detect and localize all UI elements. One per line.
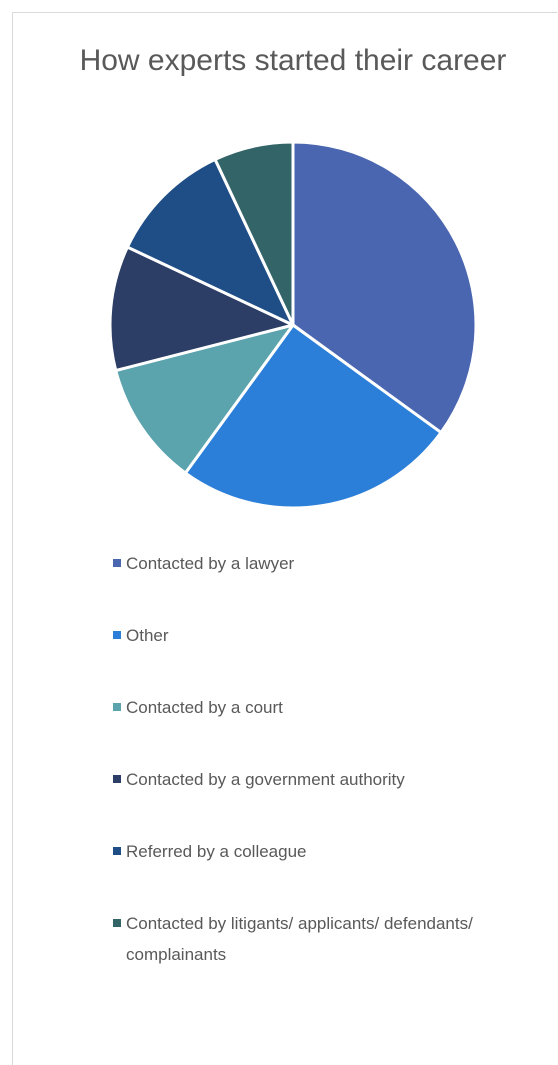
legend-swatch [113, 631, 121, 639]
legend-label: Contacted by a lawyer [126, 554, 295, 573]
pie-slice [114, 323, 295, 475]
legend-swatch [113, 775, 121, 783]
legend-item: Contacted by a government authority [113, 764, 513, 836]
legend-item: Other [113, 620, 513, 692]
pie-slice [183, 323, 443, 510]
legend-item: Contacted by a lawyer [113, 548, 513, 620]
legend-item: Contacted by a court [113, 692, 513, 764]
legend-swatch [113, 703, 121, 711]
pie-slice [213, 140, 295, 327]
pie-slice [291, 140, 478, 435]
legend: Contacted by a lawyer Other Contacted by a… [113, 548, 513, 980]
legend-label: Other [126, 626, 169, 645]
legend-label: Contacted by a court [126, 698, 283, 717]
legend-label: Contacted by litigants/ applicants/ defe… [126, 914, 473, 964]
chart-frame [12, 12, 557, 1065]
legend-swatch [113, 559, 121, 567]
pie-slice [108, 245, 295, 373]
legend-item: Referred by a colleague [113, 836, 513, 908]
pie-chart [108, 140, 478, 510]
legend-label: Contacted by a government authority [126, 770, 405, 789]
legend-item: Contacted by litigants/ applicants/ defe… [113, 908, 513, 980]
legend-swatch [113, 847, 121, 855]
legend-swatch [113, 919, 121, 927]
legend-label: Referred by a colleague [126, 842, 307, 861]
chart-title: How experts started their career [79, 44, 507, 77]
pie-slice [125, 157, 295, 327]
